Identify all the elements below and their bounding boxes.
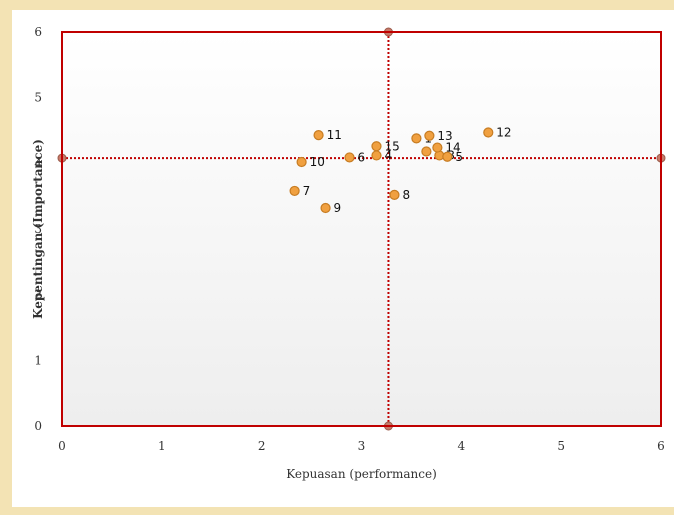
data-point-label: 4 [384, 148, 392, 162]
data-point [296, 156, 307, 168]
x-tick-label: 6 [657, 439, 665, 453]
y-axis-ticks: 0 1 2 3 4 5 6 [34, 25, 42, 433]
data-point [421, 146, 432, 157]
data-point-label: 10 [310, 155, 325, 169]
data-point [442, 151, 453, 162]
data-point-label: 12 [496, 125, 511, 139]
data-point [371, 141, 382, 152]
x-axis-ticks: 0 1 2 3 4 5 6 [58, 439, 665, 453]
data-point-label: 5 [455, 150, 463, 164]
data-point-label: 9 [334, 201, 342, 215]
data-point-label: 6 [358, 150, 366, 164]
x-axis-title: Kepuasan (performance) [286, 467, 437, 481]
data-point [371, 150, 382, 161]
data-point [424, 130, 435, 141]
x-tick-label: 3 [358, 439, 366, 453]
data-point-label: 11 [327, 128, 342, 142]
y-tick-label: 2 [34, 288, 42, 302]
y-tick-label: 1 [34, 353, 42, 367]
y-tick-label: 4 [34, 156, 42, 170]
data-point [389, 189, 400, 200]
data-point-label: 14 [445, 141, 460, 155]
x-tick-label: 5 [557, 439, 565, 453]
data-point [313, 129, 324, 141]
data-point-label: 7 [303, 184, 311, 198]
x-tick-label: 2 [258, 439, 266, 453]
data-point [320, 202, 331, 214]
y-tick-label: 6 [34, 25, 42, 39]
y-tick-label: 3 [34, 222, 42, 236]
data-point-label: 8 [402, 188, 410, 202]
y-tick-label: 0 [34, 419, 42, 433]
y-axis-title: Kepentingan (Importance) [31, 139, 45, 319]
x-tick-label: 1 [158, 439, 166, 453]
data-point [432, 142, 443, 153]
data-point-label: 15 [384, 139, 399, 153]
plot-area [62, 32, 661, 426]
data-point-label: 13 [437, 129, 452, 143]
data-point [344, 152, 355, 163]
data-point [411, 133, 422, 144]
plot-border [61, 31, 662, 427]
x-tick-label: 0 [58, 439, 66, 453]
x-tick-label: 4 [458, 439, 466, 453]
data-point [289, 185, 300, 197]
data-points: 123456789101112131415 [289, 125, 512, 215]
y-tick-label: 5 [34, 91, 42, 105]
data-point [483, 127, 494, 138]
